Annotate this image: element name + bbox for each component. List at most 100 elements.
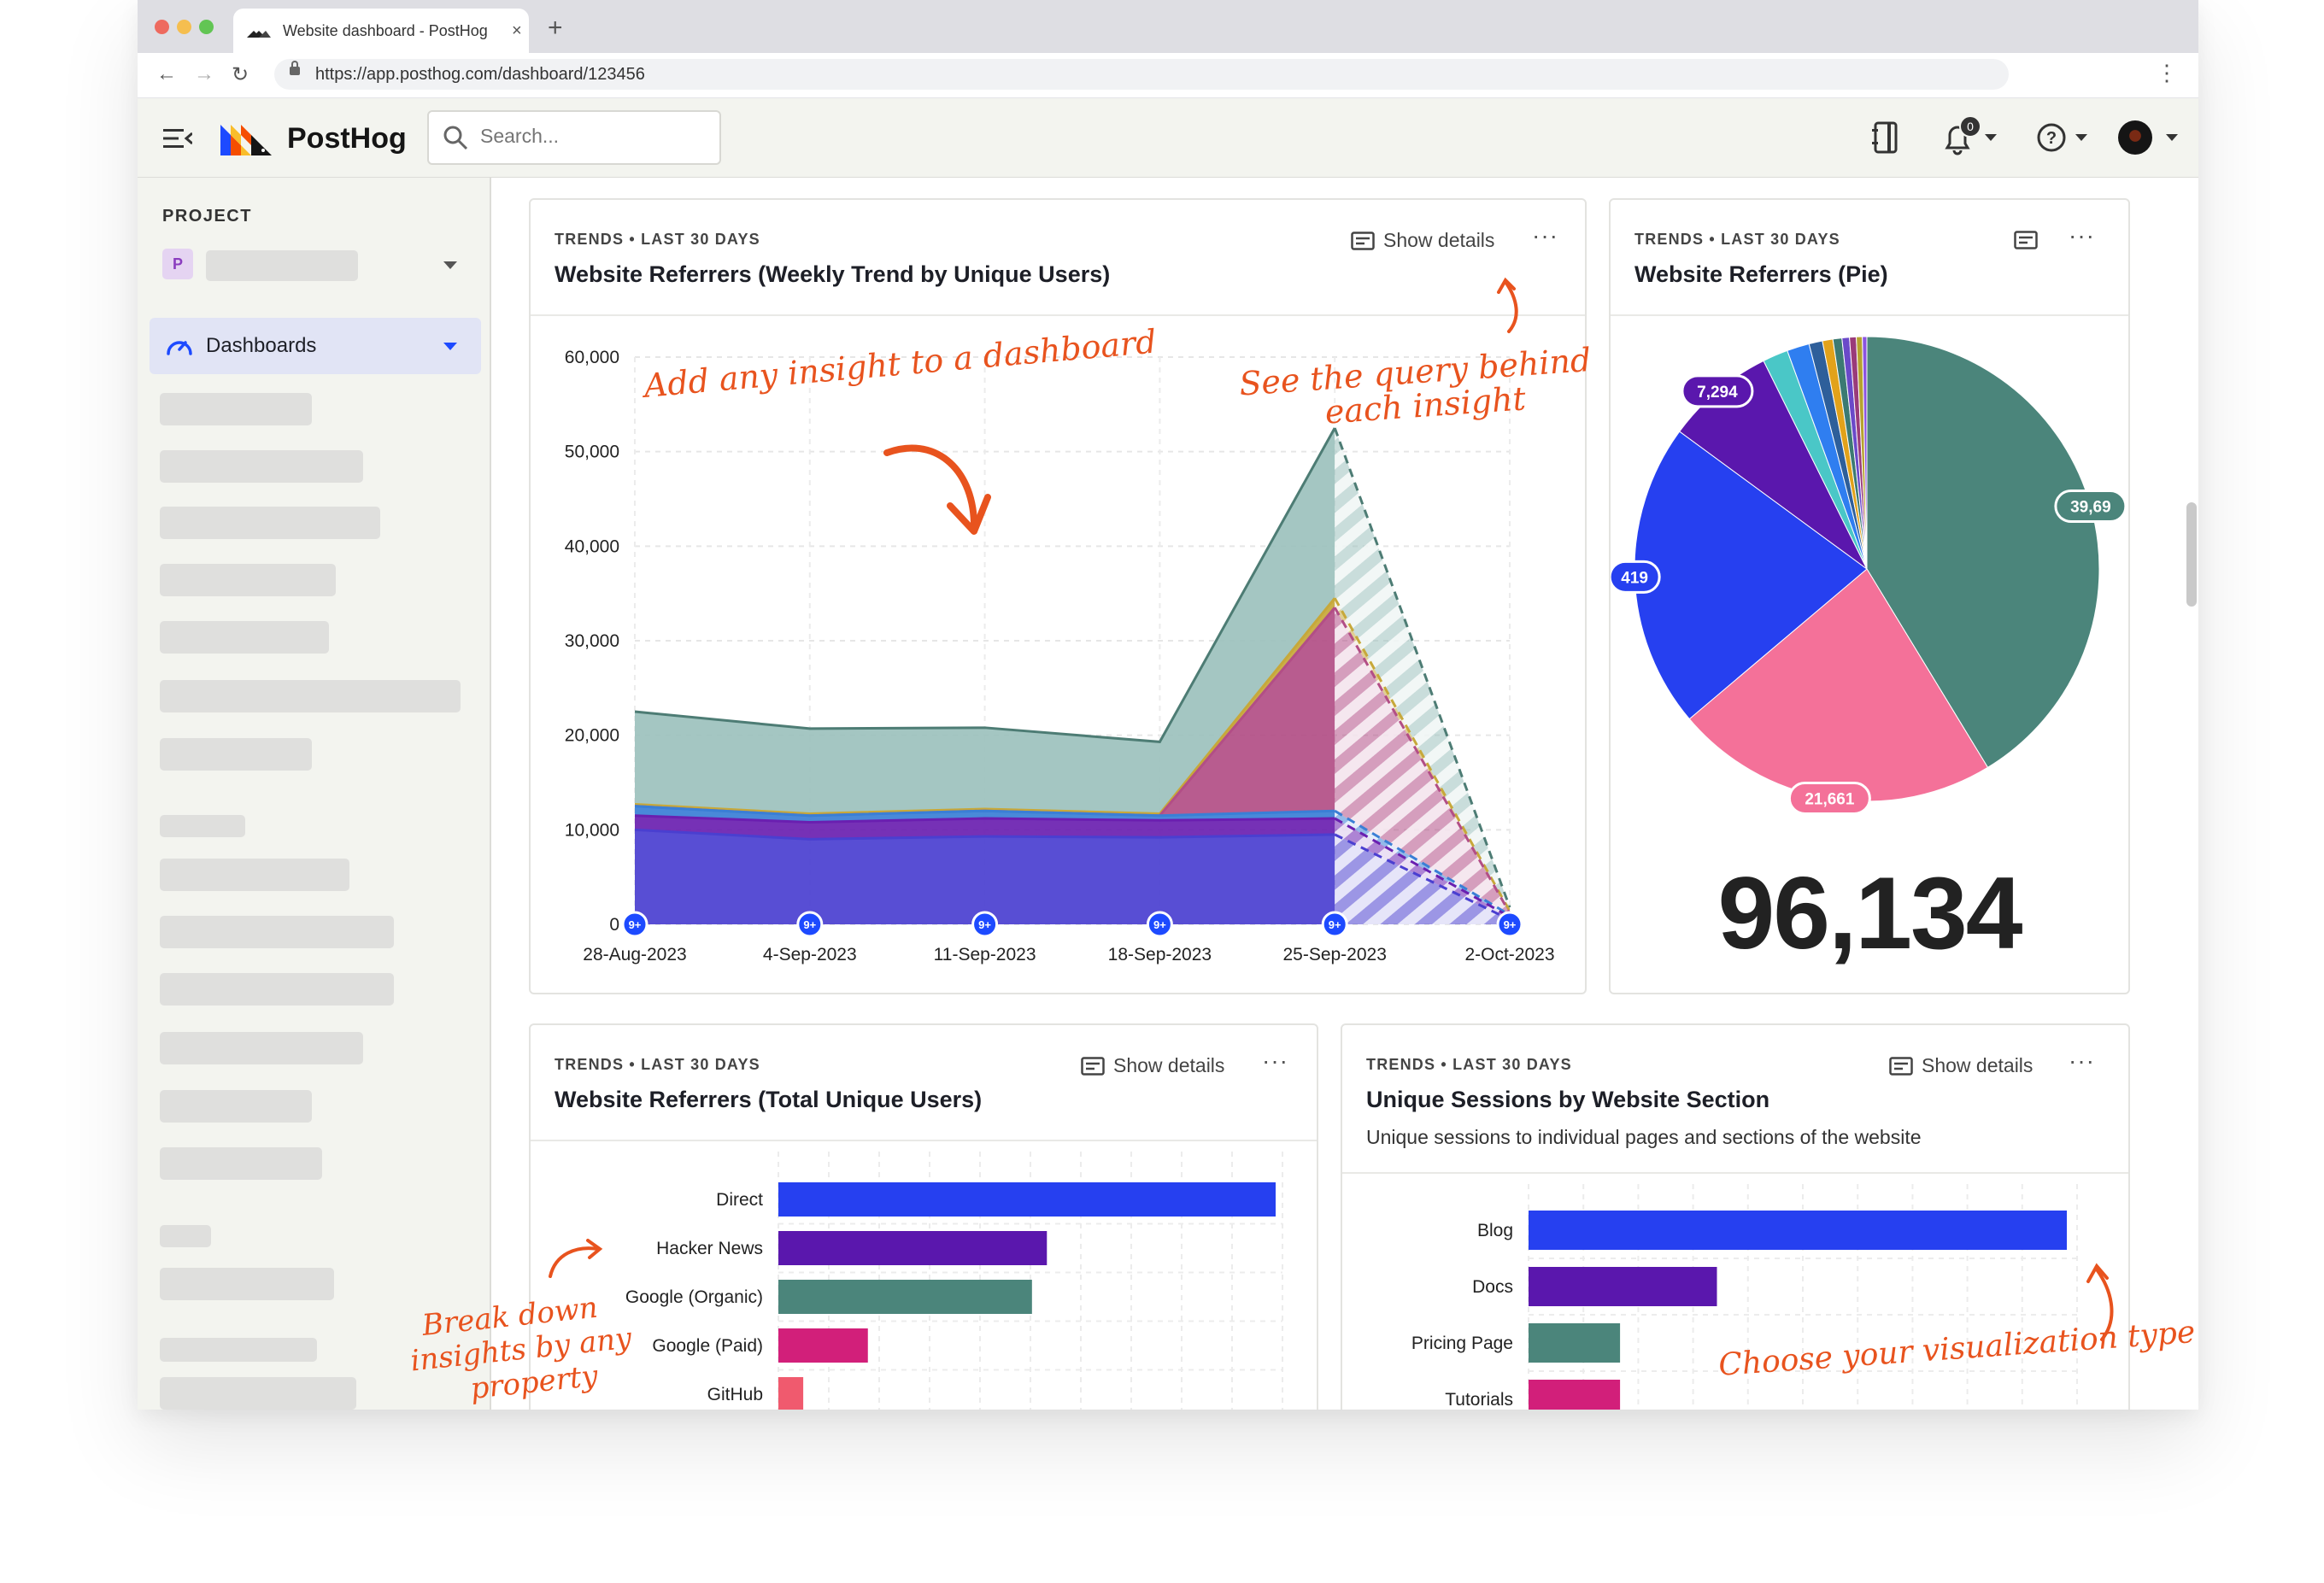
insight-meta: TRENDS • LAST 30 DAYS xyxy=(1366,1056,1572,1073)
sidebar-item-placeholder[interactable] xyxy=(160,1377,356,1410)
browser-menu-icon[interactable]: ⋮ xyxy=(2156,60,2178,85)
sidebar-item-placeholder[interactable] xyxy=(160,1032,363,1064)
insight-card-sessions-by-section[interactable]: TRENDS • LAST 30 DAYS Unique Sessions by… xyxy=(1341,1023,2130,1410)
sidebar-item-placeholder[interactable] xyxy=(160,1147,322,1180)
help-button[interactable]: ? xyxy=(2036,120,2096,158)
search-input[interactable] xyxy=(478,124,713,149)
close-window-button[interactable] xyxy=(155,20,169,34)
browser-window: Website dashboard - PostHog × + ← → ↻ ht… xyxy=(138,0,2198,1410)
insight-card-weekly-trend[interactable]: TRENDS • LAST 30 DAYS Website Referrers … xyxy=(529,198,1587,994)
sidebar-item-placeholder[interactable] xyxy=(160,859,349,891)
pie-total-value: 96,134 xyxy=(1717,856,2022,970)
details-icon xyxy=(1889,1056,1913,1076)
sidebar-item-placeholder[interactable] xyxy=(160,973,394,1005)
annotation-badge xyxy=(971,911,999,938)
insight-title[interactable]: Website Referrers (Total Unique Users) xyxy=(555,1087,983,1112)
sidebar-item-placeholder[interactable] xyxy=(160,1268,334,1300)
insight-title[interactable]: Unique Sessions by Website Section xyxy=(1366,1087,1770,1112)
bar xyxy=(1529,1323,1621,1363)
hedgehog-logo-icon xyxy=(220,125,272,155)
card-divider xyxy=(531,1140,1317,1141)
url-field[interactable]: https://app.posthog.com/dashboard/123456 xyxy=(274,59,2009,90)
area-series-line-incomplete xyxy=(1333,597,1511,912)
annotation-badge-label: 9+ xyxy=(1504,918,1517,931)
insight-card-pie[interactable]: TRENDS • LAST 30 DAYS Website Referrers … xyxy=(1609,198,2130,994)
sidebar-item-placeholder[interactable] xyxy=(160,916,394,948)
main-scrollbar[interactable] xyxy=(2186,502,2197,607)
pie-data-label-bg xyxy=(2054,490,2127,524)
bar-category-label: Google (Organic) xyxy=(625,1287,763,1307)
x-tick-label: 2-Oct-2023 xyxy=(1464,945,1554,964)
show-details-button[interactable]: Show details xyxy=(1081,1054,1224,1077)
more-options-icon[interactable]: ··· xyxy=(1262,1047,1288,1074)
sidebar-item-placeholder[interactable] xyxy=(160,621,329,654)
close-tab-icon[interactable]: × xyxy=(512,21,522,40)
bar xyxy=(778,1231,1048,1265)
show-details-button[interactable]: Show details xyxy=(1351,229,1494,252)
sidebar-item-placeholder[interactable] xyxy=(160,1090,312,1123)
area-series-line xyxy=(634,805,1335,818)
sidebar-item-placeholder[interactable] xyxy=(160,393,312,425)
insight-title[interactable]: Website Referrers (Pie) xyxy=(1634,261,1888,287)
sidebar-item-placeholder[interactable] xyxy=(160,564,336,596)
maximize-window-button[interactable] xyxy=(199,20,214,34)
bar xyxy=(778,1328,868,1363)
address-bar-row: ← → ↻ https://app.posthog.com/dashboard/… xyxy=(138,53,2198,98)
annotation-up-arrow-icon xyxy=(2086,1263,2114,1341)
sidebar-item-placeholder[interactable] xyxy=(160,680,461,712)
reload-icon[interactable]: ↻ xyxy=(232,63,249,86)
sidebar-section-placeholder xyxy=(160,1225,211,1247)
more-options-icon[interactable]: ··· xyxy=(2069,1047,2095,1074)
notifications-button[interactable]: 0 xyxy=(1942,115,2002,158)
sidebar-item-placeholder[interactable] xyxy=(160,450,363,483)
sidebar-item-placeholder[interactable] xyxy=(160,507,380,539)
pie-data-label-bg xyxy=(1611,560,1661,594)
show-details-button[interactable]: Show details xyxy=(1889,1054,2033,1077)
annotation-badge-label: 9+ xyxy=(1153,918,1166,931)
notification-count-badge: 0 xyxy=(1959,115,1981,138)
insight-meta: TRENDS • LAST 30 DAYS xyxy=(555,1056,760,1073)
menu-toggle-icon[interactable] xyxy=(163,126,192,150)
sidebar-item-placeholder[interactable] xyxy=(160,1338,317,1362)
project-switcher-chevron-icon[interactable] xyxy=(443,261,457,270)
area-series-line xyxy=(634,814,1335,824)
project-avatar: P xyxy=(162,249,193,279)
details-icon[interactable] xyxy=(2014,231,2038,249)
bar-category-label: Pricing Page xyxy=(1411,1334,1513,1353)
avatar xyxy=(2118,120,2152,155)
annotation-badge xyxy=(1146,911,1173,938)
notebook-icon[interactable] xyxy=(1870,120,1901,155)
sidebar-item-placeholder[interactable] xyxy=(160,738,312,771)
chevron-down-icon xyxy=(1985,134,1997,141)
bar-category-label: Docs xyxy=(1472,1277,1513,1297)
sidebar-item-dashboards[interactable]: Dashboards xyxy=(150,318,481,374)
sidebar-section-placeholder xyxy=(160,815,245,837)
bar xyxy=(1529,1267,1717,1306)
area-series-line-incomplete xyxy=(1333,427,1511,908)
y-tick-label: 50,000 xyxy=(565,443,619,462)
chevron-down-icon[interactable] xyxy=(443,343,457,351)
annotation-curved-arrow-icon xyxy=(883,444,991,535)
search-box[interactable] xyxy=(427,110,721,165)
x-tick-label: 4-Sep-2023 xyxy=(763,945,857,964)
forward-arrow-icon[interactable]: → xyxy=(194,62,214,85)
show-details-label: Show details xyxy=(1113,1054,1225,1076)
insight-card-total-unique-users[interactable]: TRENDS • LAST 30 DAYS Website Referrers … xyxy=(529,1023,1318,1410)
new-tab-button[interactable]: + xyxy=(548,14,563,42)
area-series xyxy=(635,428,1335,814)
x-tick-label: 11-Sep-2023 xyxy=(934,945,1036,964)
insight-title[interactable]: Website Referrers (Weekly Trend by Uniqu… xyxy=(555,261,1111,287)
area-series-line xyxy=(634,828,1335,841)
minimize-window-button[interactable] xyxy=(177,20,191,34)
posthog-logo[interactable]: PostHog xyxy=(220,119,407,158)
annotation-badge-label: 9+ xyxy=(978,918,991,931)
more-options-icon[interactable]: ··· xyxy=(2069,222,2095,249)
browser-tab[interactable]: Website dashboard - PostHog × xyxy=(233,9,529,53)
more-options-icon[interactable]: ··· xyxy=(1532,222,1558,249)
brand-name: PostHog xyxy=(287,121,407,155)
user-menu-button[interactable] xyxy=(2118,120,2186,158)
back-arrow-icon[interactable]: ← xyxy=(156,62,177,85)
chevron-down-icon xyxy=(2075,134,2087,141)
show-details-label: Show details xyxy=(1922,1054,2034,1076)
bar-category-label: GitHub xyxy=(707,1385,763,1404)
